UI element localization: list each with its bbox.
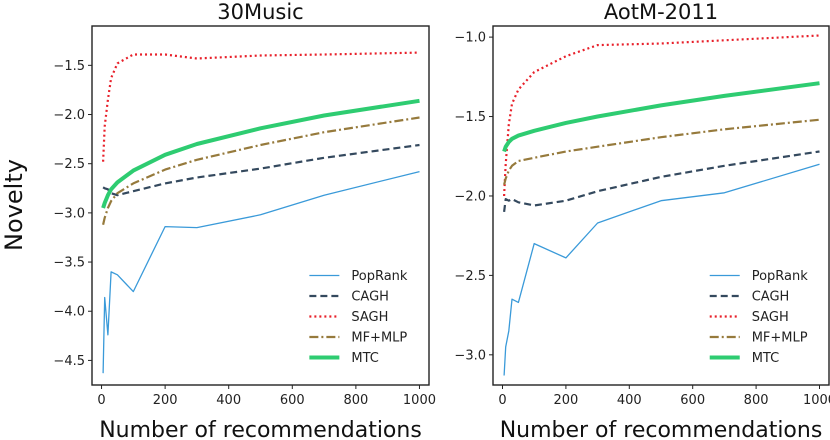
x-tick-label: 200	[153, 393, 178, 408]
series-line-cagh	[503, 150, 820, 213]
x-tick-label: 400	[216, 393, 241, 408]
series-line-cagh	[102, 143, 420, 197]
x-tick-label: 1000	[803, 393, 830, 408]
chart-title-aotm-2011: AotM-2011	[604, 0, 718, 24]
y-tick-label: −2.0	[454, 189, 486, 204]
legend-label-mf-mlp: MF+MLP	[351, 331, 407, 346]
series-line-mtc	[101, 98, 420, 209]
y-tick-label: −2.0	[53, 108, 85, 123]
legend-30music: PopRank CAGH SAGH MF+MLP MTC	[309, 269, 408, 366]
y-tick-label: −1.0	[454, 31, 486, 46]
y-tick-label: −4.0	[53, 305, 85, 320]
x-tick-label: 1000	[403, 393, 436, 408]
y-tick-label: −2.5	[454, 269, 486, 284]
legend-label-cagh: CAGH	[752, 290, 790, 305]
x-tick-label: 800	[343, 393, 368, 408]
y-axis-label: Novelty	[0, 159, 28, 251]
legend-label-mf-mlp: MF+MLP	[752, 331, 808, 346]
series-line-mtc	[502, 81, 820, 153]
y-tick-label: −3.0	[53, 206, 85, 221]
x-tick-label: 600	[280, 393, 305, 408]
x-axis-label-30music: Number of recommendations	[99, 418, 422, 440]
y-tick-label: −1.5	[454, 110, 486, 125]
plot-frame-30music	[91, 25, 430, 386]
y-tick-label: −4.5	[53, 354, 85, 369]
y-tick-label: −2.5	[53, 157, 85, 172]
chart-title-30music: 30Music	[217, 0, 303, 24]
legend-label-sagh: SAGH	[752, 310, 789, 325]
legend-label-poprank: PopRank	[752, 269, 809, 284]
x-tick-label: 200	[553, 393, 578, 408]
legend-label-cagh: CAGH	[351, 290, 389, 305]
y-tick-label: −3.5	[53, 256, 85, 271]
legend-aotm-2011: PopRank CAGH SAGH MF+MLP MTC	[709, 269, 809, 366]
chart-panel-30music: 30Music 0 200 400 600 800 1000 −4.5 −4.0 −3.5 −3.0…	[53, 0, 436, 440]
legend-label-mtc: MTC	[351, 351, 378, 366]
x-tick-label: 0	[97, 393, 105, 408]
series-group-aotm-2011	[502, 34, 820, 376]
x-tick-label: 600	[680, 393, 705, 408]
series-line-mf-mlp	[503, 118, 820, 186]
chart-panel-aotm-2011: AotM-2011 0 200 400 600 800 1000 −3.0 −2.5 −2.0 −1…	[454, 0, 830, 440]
legend-label-sagh: SAGH	[351, 310, 388, 325]
plot-frame-aotm-2011	[492, 25, 830, 386]
series-line-sagh	[503, 34, 820, 197]
legend-label-mtc: MTC	[752, 351, 779, 366]
x-axis-label-aotm-2011: Number of recommendations	[500, 418, 823, 440]
series-line-poprank	[503, 163, 820, 376]
x-tick-label: 400	[617, 393, 642, 408]
x-tick-label: 800	[744, 393, 769, 408]
x-tick-label: 0	[498, 393, 506, 408]
series-line-poprank	[102, 170, 420, 374]
y-tick-label: −1.5	[53, 59, 85, 74]
series-line-mf-mlp	[102, 116, 420, 225]
y-tick-label: −3.0	[454, 348, 486, 363]
series-group-30music	[101, 51, 420, 374]
legend-label-poprank: PopRank	[351, 269, 408, 284]
